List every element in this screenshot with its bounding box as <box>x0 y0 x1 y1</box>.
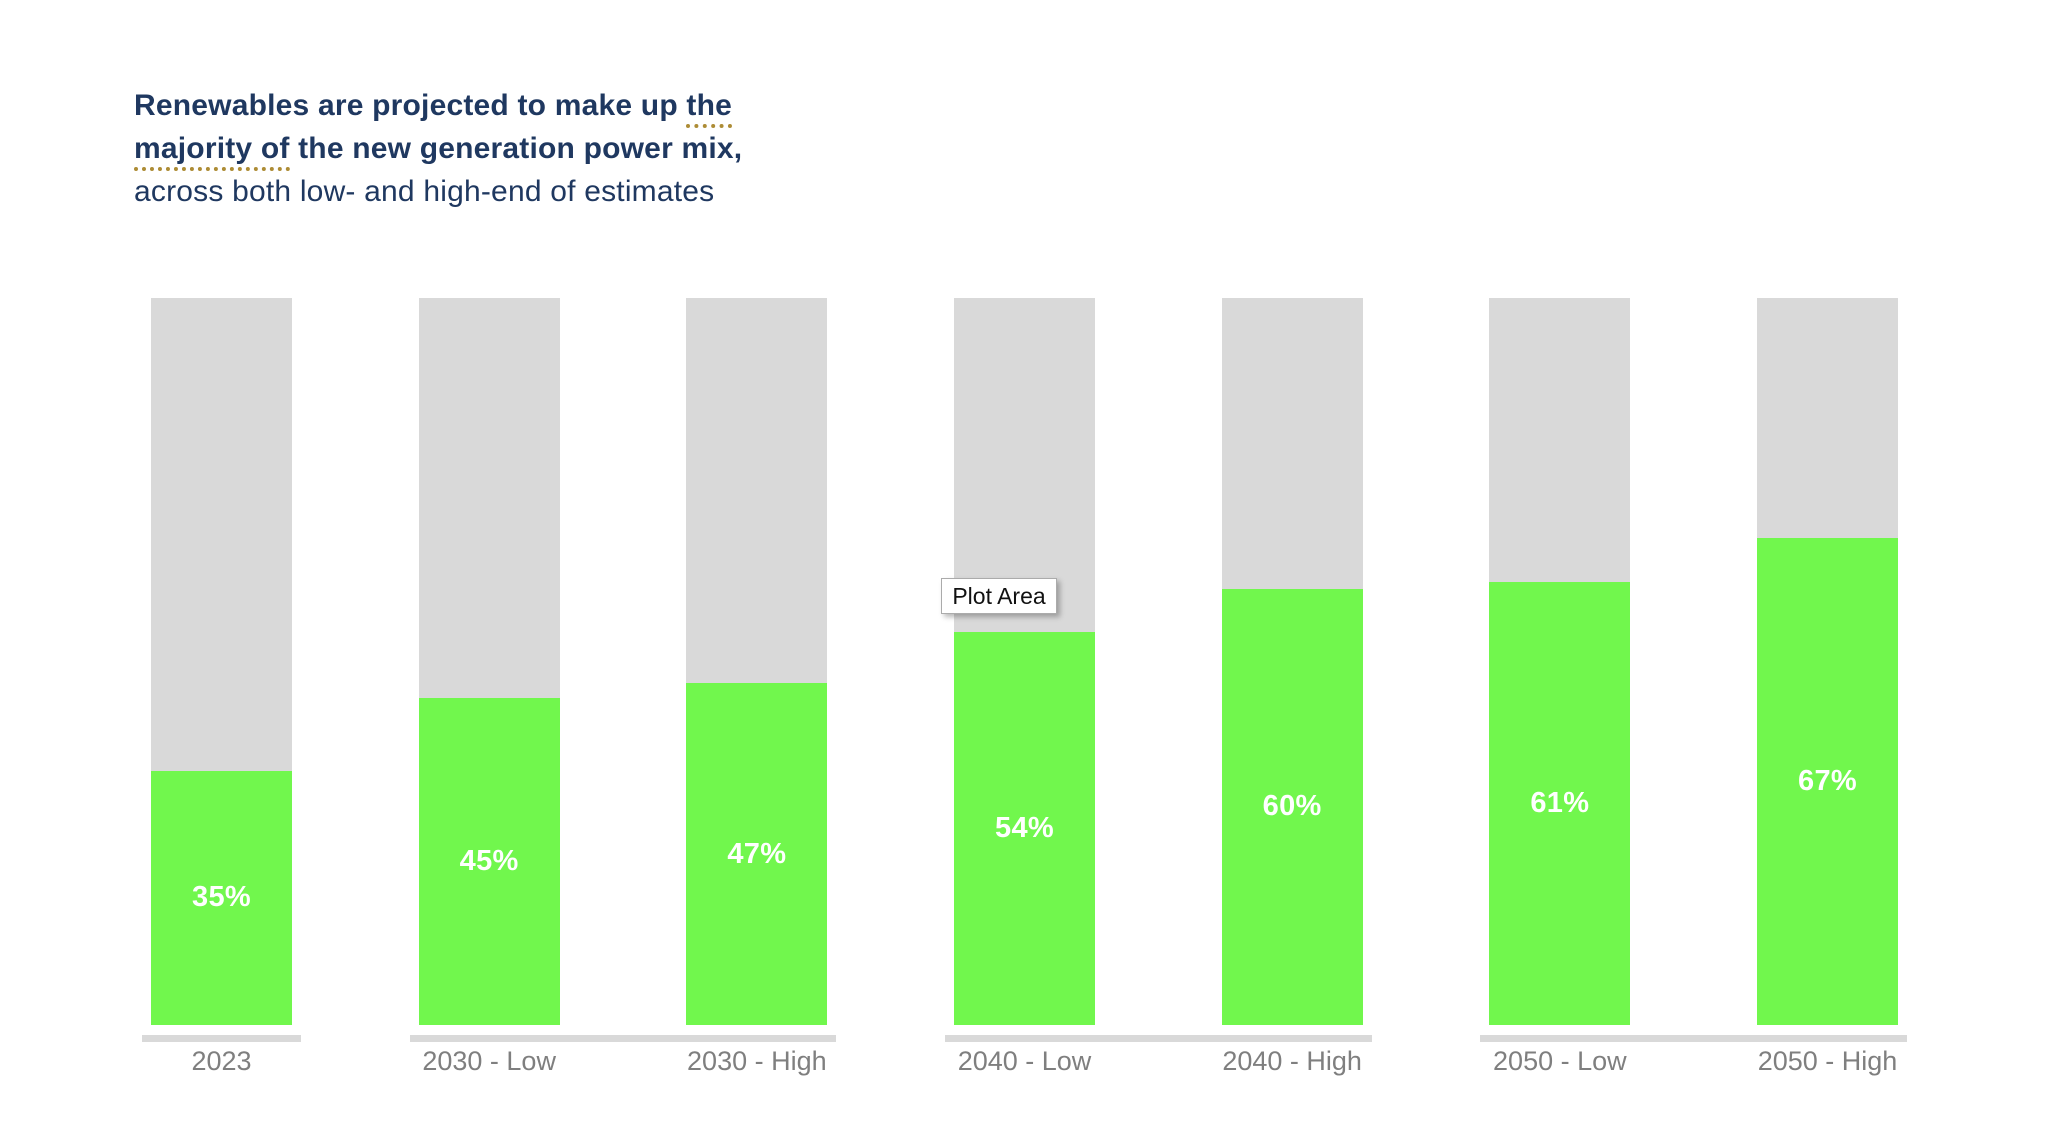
bar-segment-remainder[interactable] <box>1757 298 1898 538</box>
title-line-3: across both low- and high-end of estimat… <box>134 175 715 208</box>
axis-label-2040 - High[interactable]: 2040 - High <box>1222 1046 1362 1076</box>
bar-2050 - Low[interactable]: 61% <box>1489 298 1631 1025</box>
axis-label-2050 - High[interactable]: 2050 - High <box>1757 1046 1898 1076</box>
bar-segment-remainder[interactable] <box>151 298 292 771</box>
bar-2040 - High[interactable]: 60% <box>1221 298 1363 1025</box>
bar-segment-remainder[interactable] <box>1489 298 1631 582</box>
chart-title[interactable]: Renewables are projected to make up the … <box>134 84 914 213</box>
axis-label-2023[interactable]: 2023 <box>191 1046 252 1076</box>
title-line2-text: the new generation power mix, <box>289 132 743 165</box>
axis-baseline-group-2 <box>409 1035 837 1042</box>
bar-2040 - Low[interactable]: 54% <box>954 298 1095 1025</box>
title-line1-text: Renewables are projected to make up <box>134 89 687 122</box>
axis-label-2030 - High[interactable]: 2030 - High <box>687 1046 827 1076</box>
title-line2-marked-text: majority of <box>134 132 290 171</box>
bar-segment-renewables[interactable]: 54% <box>954 632 1095 1025</box>
bar-segment-renewables[interactable]: 67% <box>1757 537 1898 1025</box>
bar-segment-renewables[interactable]: 47% <box>686 683 828 1025</box>
title-line-2: majority of the new generation power mix… <box>134 127 914 171</box>
bar-value-label[interactable]: 47% <box>727 837 787 870</box>
bar-segment-remainder[interactable] <box>418 298 560 698</box>
bar-segment-renewables[interactable]: 60% <box>1221 588 1363 1025</box>
bar-value-label[interactable]: 54% <box>995 812 1054 845</box>
bar-segment-remainder[interactable] <box>954 298 1095 633</box>
bar-value-label[interactable]: 61% <box>1530 786 1590 819</box>
plot-area-tooltip: Plot Area <box>941 578 1057 614</box>
bar-segment-renewables[interactable]: 35% <box>151 770 292 1025</box>
bar-2030 - High[interactable]: 47% <box>686 298 828 1025</box>
bar-value-label[interactable]: 60% <box>1262 790 1322 823</box>
bar-2050 - High[interactable]: 67% <box>1757 298 1898 1025</box>
bar-value-label[interactable]: 35% <box>192 881 251 914</box>
bar-segment-remainder[interactable] <box>686 298 828 684</box>
bar-2030 - Low[interactable]: 45% <box>418 298 560 1025</box>
axis-label-2030 - Low[interactable]: 2030 - Low <box>422 1046 556 1076</box>
axis-label-2050 - Low[interactable]: 2050 - Low <box>1493 1046 1627 1076</box>
bar-value-label[interactable]: 45% <box>459 844 519 877</box>
bar-value-label[interactable]: 67% <box>1798 764 1857 797</box>
bar-segment-renewables[interactable]: 45% <box>418 697 560 1025</box>
bar-segment-renewables[interactable]: 61% <box>1489 581 1631 1025</box>
axis-baseline-group-1 <box>142 1035 301 1042</box>
axis-label-2040 - Low[interactable]: 2040 - Low <box>957 1046 1092 1076</box>
axis-baseline-group-3 <box>945 1035 1372 1042</box>
title-line1-marked-text: the <box>686 89 732 128</box>
axis-baseline-group-4 <box>1480 1035 1907 1042</box>
bar-segment-remainder[interactable] <box>1221 298 1363 589</box>
title-line-1: Renewables are projected to make up the <box>134 84 914 128</box>
bar-2023[interactable]: 35% <box>151 298 292 1025</box>
